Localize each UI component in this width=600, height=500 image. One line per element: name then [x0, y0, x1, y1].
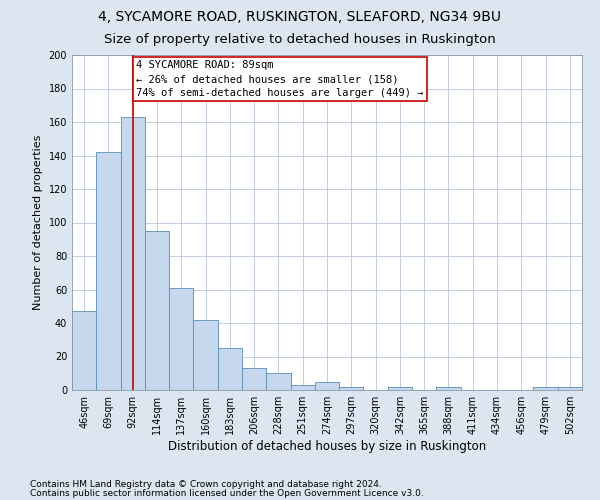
Bar — [169, 288, 193, 390]
Bar — [193, 320, 218, 390]
Bar — [121, 117, 145, 390]
Y-axis label: Number of detached properties: Number of detached properties — [33, 135, 43, 310]
Bar — [558, 386, 582, 390]
Bar — [242, 368, 266, 390]
Bar — [339, 386, 364, 390]
Bar — [436, 386, 461, 390]
Text: Contains HM Land Registry data © Crown copyright and database right 2024.: Contains HM Land Registry data © Crown c… — [30, 480, 382, 489]
Bar — [72, 312, 96, 390]
Bar — [218, 348, 242, 390]
Bar — [290, 385, 315, 390]
Bar — [96, 152, 121, 390]
Bar — [266, 373, 290, 390]
Bar — [145, 231, 169, 390]
Text: Contains public sector information licensed under the Open Government Licence v3: Contains public sector information licen… — [30, 489, 424, 498]
Text: 4, SYCAMORE ROAD, RUSKINGTON, SLEAFORD, NG34 9BU: 4, SYCAMORE ROAD, RUSKINGTON, SLEAFORD, … — [98, 10, 502, 24]
Text: 4 SYCAMORE ROAD: 89sqm
← 26% of detached houses are smaller (158)
74% of semi-de: 4 SYCAMORE ROAD: 89sqm ← 26% of detached… — [136, 60, 424, 98]
X-axis label: Distribution of detached houses by size in Ruskington: Distribution of detached houses by size … — [168, 440, 486, 453]
Bar — [388, 386, 412, 390]
Bar — [533, 386, 558, 390]
Text: Size of property relative to detached houses in Ruskington: Size of property relative to detached ho… — [104, 32, 496, 46]
Bar — [315, 382, 339, 390]
